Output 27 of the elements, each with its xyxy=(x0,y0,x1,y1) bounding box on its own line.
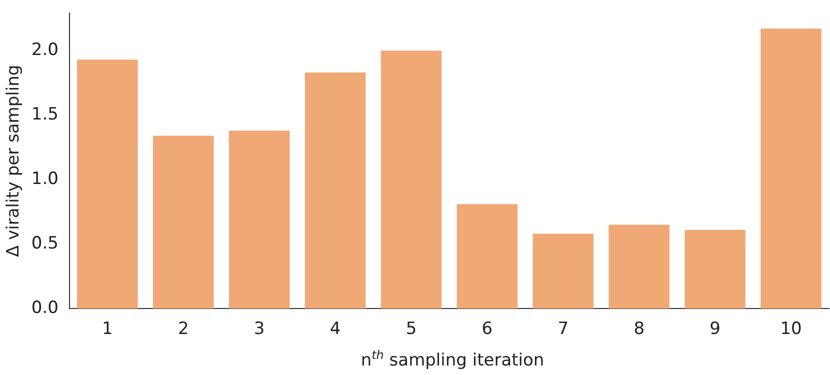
y-tick-label: 2.0 xyxy=(31,40,58,60)
bar xyxy=(380,50,442,309)
x-tick-label: 1 xyxy=(102,319,113,340)
x-tick-label: 4 xyxy=(330,319,341,340)
bar xyxy=(304,72,366,309)
bar xyxy=(152,136,214,309)
x-axis-title: n$^{th}$ sampling iteration xyxy=(360,348,546,371)
bar xyxy=(456,204,518,309)
bar xyxy=(760,28,822,309)
bar xyxy=(608,224,670,309)
x-tick-label: 5 xyxy=(406,319,417,340)
x-tick-label: 6 xyxy=(482,319,493,340)
bar xyxy=(532,234,594,309)
x-tick-label: 7 xyxy=(558,319,569,340)
x-tick-label: 9 xyxy=(710,319,720,340)
y-tick-label: 1.5 xyxy=(31,104,58,125)
y-tick-label: 1.0 xyxy=(31,169,58,190)
bar xyxy=(684,230,746,309)
y-tick-label: 0.0 xyxy=(31,298,58,318)
x-tick-label: 2 xyxy=(178,319,189,340)
y-axis-title: Δ virality per sampling xyxy=(4,64,24,257)
x-tick-label: 8 xyxy=(634,319,645,340)
y-tick-label: 0.5 xyxy=(31,234,58,254)
x-tick-label: 10 xyxy=(780,319,802,340)
bar xyxy=(77,60,138,309)
bar xyxy=(228,130,290,309)
x-tick-label: 3 xyxy=(254,319,265,340)
